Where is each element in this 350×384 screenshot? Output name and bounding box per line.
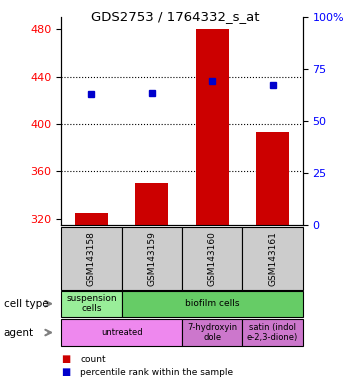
Bar [196, 29, 229, 225]
Text: percentile rank within the sample: percentile rank within the sample [80, 368, 234, 377]
Text: untreated: untreated [101, 328, 142, 337]
Text: GSM143161: GSM143161 [268, 231, 277, 286]
Bar [75, 213, 108, 225]
Text: cell type: cell type [4, 299, 48, 309]
Text: GSM143160: GSM143160 [208, 231, 217, 286]
Bar [256, 132, 289, 225]
Text: ■: ■ [61, 367, 70, 377]
Text: satin (indol
e-2,3-dione): satin (indol e-2,3-dione) [247, 323, 298, 342]
Text: GSM143159: GSM143159 [147, 231, 156, 286]
Text: biofilm cells: biofilm cells [185, 299, 239, 308]
Bar [135, 183, 168, 225]
Text: GSM143158: GSM143158 [87, 231, 96, 286]
Text: ■: ■ [61, 354, 70, 364]
Text: count: count [80, 354, 106, 364]
Text: GDS2753 / 1764332_s_at: GDS2753 / 1764332_s_at [91, 10, 259, 23]
Text: suspension
cells: suspension cells [66, 294, 117, 313]
Text: 7-hydroxyin
dole: 7-hydroxyin dole [187, 323, 237, 342]
Text: agent: agent [4, 328, 34, 338]
